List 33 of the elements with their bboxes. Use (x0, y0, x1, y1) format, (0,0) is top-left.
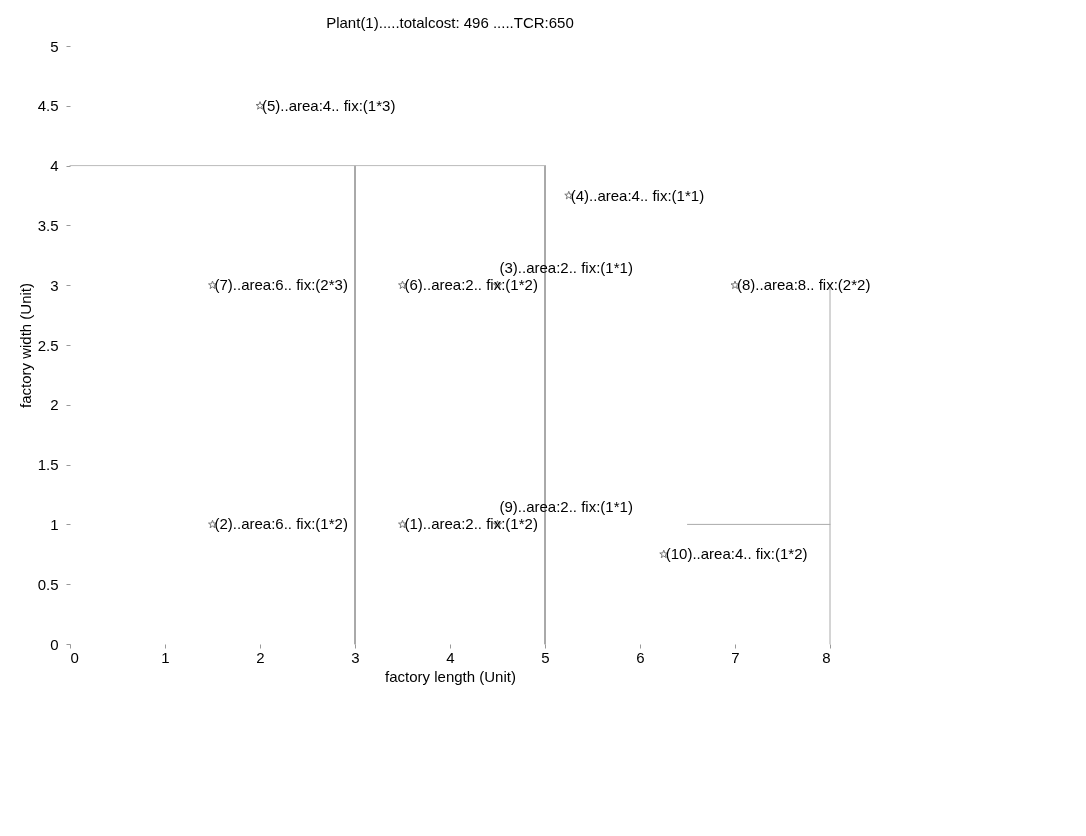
y-tick-label: 3.5 (37, 216, 59, 234)
x-tick-label: 8 (822, 648, 831, 666)
x-tick-label: 7 (731, 648, 740, 666)
y-axis-title: factory width (Unit) (16, 282, 34, 409)
chart-title: Plant(1).....totalcost: 496 .....TCR:650 (326, 14, 574, 31)
annotation: (4)..area:4.. fix:(1*1) (570, 186, 705, 204)
y-tick-label: 2.5 (37, 336, 59, 354)
annotation: (2)..area:6.. fix:(1*2) (214, 515, 348, 533)
annotation: (10)..area:4.. fix:(1*2) (665, 545, 808, 563)
y-tick-label: 1 (50, 515, 59, 533)
y-tick-label: 4.5 (37, 97, 59, 115)
annotation: (9)..area:2.. fix:(1*1) (499, 498, 633, 516)
y-tick-label: 5 (50, 37, 59, 55)
annotation: (7)..area:6.. fix:(2*3) (214, 276, 348, 294)
x-tick-label: 4 (446, 648, 455, 666)
x-axis-title: factory length (Unit) (385, 667, 516, 685)
x-tick-label: 2 (256, 648, 265, 666)
x-tick-label: 3 (351, 648, 360, 666)
y-tick-label: 4 (50, 157, 59, 175)
y-tick-label: 3 (50, 276, 59, 294)
y-tick-label: 1.5 (37, 456, 59, 474)
x-tick-label: 5 (541, 648, 550, 666)
annotation: (1)..area:2.. fix:(1*2) (404, 515, 538, 533)
x-tick-label: 0 (70, 648, 79, 666)
annotation: (6)..area:2.. fix:(1*2) (404, 276, 538, 294)
annotation: (8)..area:8.. fix:(2*2) (737, 276, 871, 294)
y-tick-label: 0.5 (37, 575, 59, 593)
annotation: (3)..area:2.. fix:(1*1) (499, 259, 633, 277)
y-tick-label: 0 (50, 635, 59, 653)
x-tick-label: 1 (161, 648, 170, 666)
annotation: (5)..area:4.. fix:(1*3) (262, 96, 396, 114)
y-tick-label: 2 (50, 396, 59, 414)
x-tick-label: 6 (636, 648, 645, 666)
